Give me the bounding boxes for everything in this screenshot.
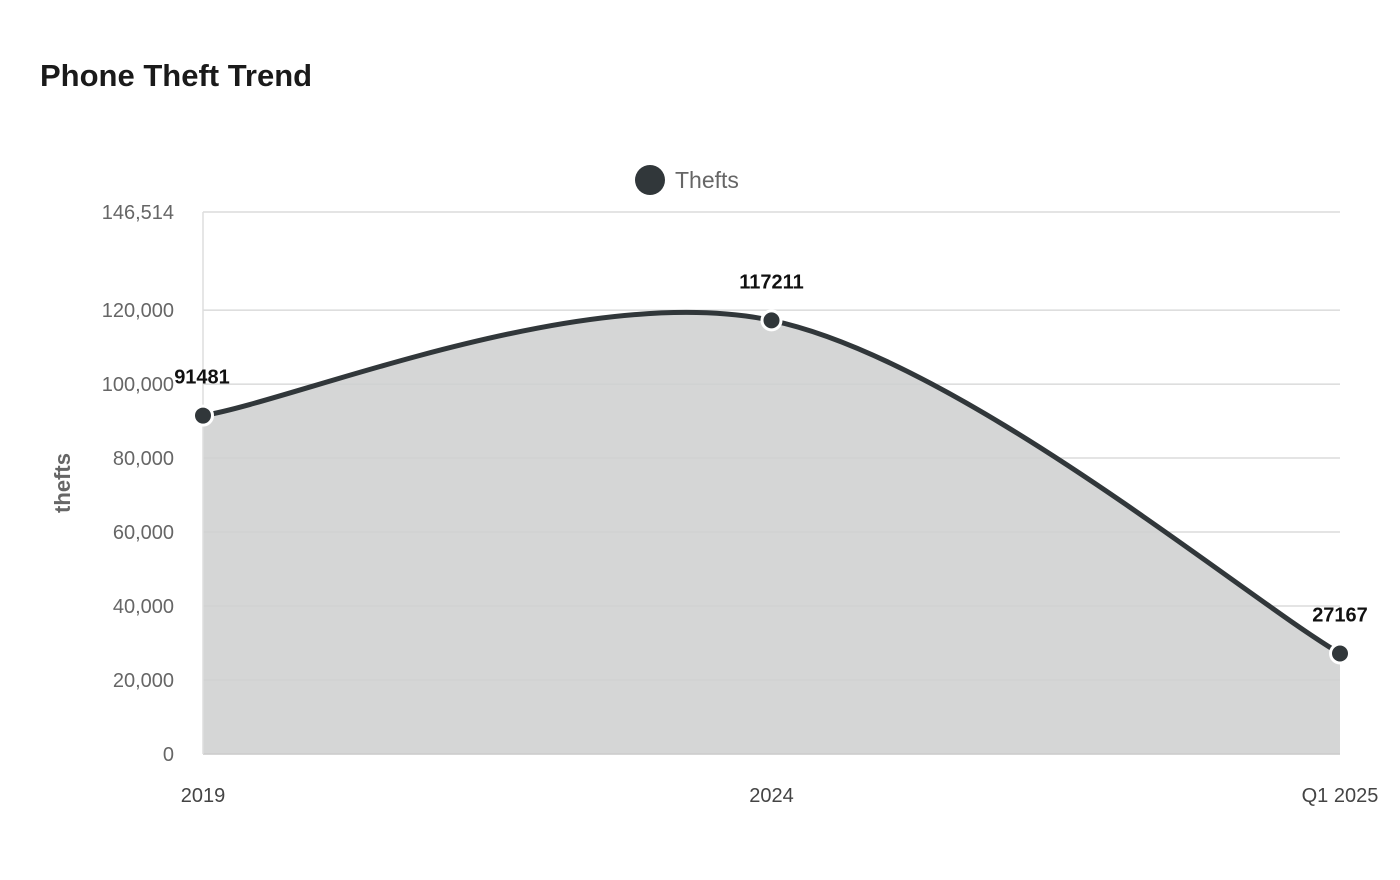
x-tick-label: Q1 2025	[1302, 785, 1379, 807]
data-label: 27167	[1312, 605, 1368, 627]
legend[interactable]: Thefts	[635, 165, 739, 195]
y-axis-ticks: 0 20,000 40,000 60,000 80,000 100,000 120,000 1…	[102, 202, 174, 766]
x-tick-label: 2024	[749, 785, 794, 807]
legend-label-thefts[interactable]: Thefts	[675, 167, 739, 193]
y-axis-title: thefts	[50, 453, 75, 513]
y-tick-label: 0	[163, 744, 174, 766]
x-tick-label: 2019	[181, 785, 226, 807]
data-point[interactable]	[192, 404, 214, 427]
x-axis-ticks: 2019 2024 Q1 2025	[181, 785, 1379, 807]
y-tick-label: 100,000	[102, 374, 174, 396]
data-label: 117211	[739, 271, 804, 293]
data-point[interactable]	[760, 309, 783, 332]
data-label: 91481	[174, 367, 230, 389]
y-tick-label: 80,000	[113, 448, 174, 470]
y-tick-label: 40,000	[113, 596, 174, 618]
legend-marker-thefts[interactable]	[635, 165, 665, 195]
y-tick-label: 146,514	[102, 202, 174, 224]
y-tick-label: 20,000	[113, 670, 174, 692]
y-tick-label: 60,000	[113, 522, 174, 544]
y-tick-label: 120,000	[102, 300, 174, 322]
chart-title: Phone Theft Trend	[40, 58, 313, 93]
data-point[interactable]	[1329, 642, 1351, 665]
area-fill-thefts	[203, 312, 1340, 754]
data-labels: 91481 117211 27167	[174, 271, 1368, 626]
data-points	[192, 309, 1351, 665]
